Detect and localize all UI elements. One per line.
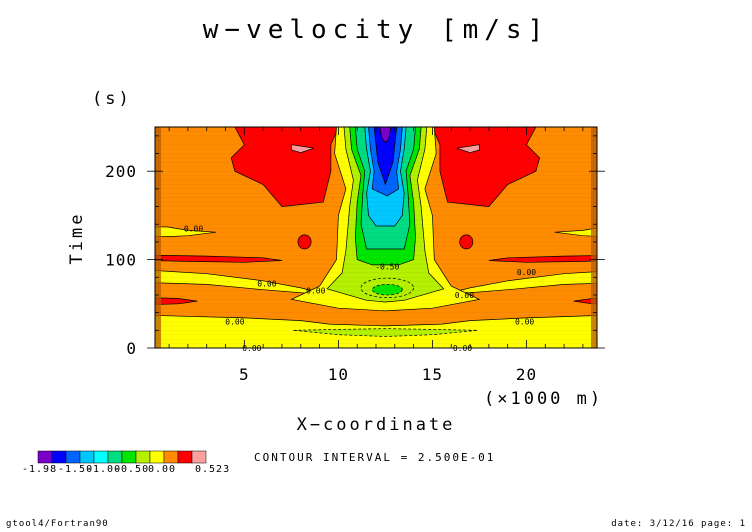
red-region-left-top — [230, 127, 339, 207]
contour-label: -0.50 — [375, 263, 399, 272]
pink-spot-right — [456, 144, 480, 153]
contour-label: 0.00 — [455, 291, 474, 300]
y-tick-label: 200 — [105, 162, 137, 181]
y-tick-label: 0 — [126, 339, 137, 358]
chart-title: w−velocity [m/s] — [203, 15, 549, 45]
colorbar-label: 0.00 — [148, 464, 176, 475]
colorbar-swatch — [37, 450, 53, 464]
x-tick-label: 5 — [239, 365, 250, 384]
contour-label: 0.00 — [257, 279, 276, 288]
x-tick-labels: 5 10 15 20 — [239, 365, 537, 384]
contour-label: 0.00 — [184, 225, 203, 234]
contour-label: 0.00 — [306, 287, 325, 296]
yellow-lobe-left — [155, 226, 217, 237]
colorbar-label: -1.00 — [86, 464, 121, 475]
colorbar-label: 0.523 — [195, 464, 230, 475]
x-tick-label: 20 — [516, 365, 537, 384]
plot-area — [147, 126, 605, 349]
edge-strip-right — [591, 127, 597, 348]
colorbar-swatch — [51, 450, 67, 464]
colorbar-swatch — [65, 450, 81, 464]
yellow-lobe-right — [554, 227, 597, 237]
footer-left: gtool4/Fortran90 — [6, 519, 109, 529]
red-spot-right — [459, 234, 474, 250]
red-region-right-top — [432, 127, 540, 207]
jet-core-min — [379, 127, 392, 144]
red-streak-right — [488, 255, 597, 263]
colorbar-swatch — [191, 450, 207, 464]
contour-labels: 0.00 0.00 0.00 0.00 0.00 -0.50 0.00 0.00 0.00 0.0… — [184, 225, 536, 353]
green-lens-bottom — [293, 328, 478, 337]
colorbar-swatch — [163, 450, 179, 464]
x-tick-label: 15 — [422, 365, 443, 384]
colorbar-swatch — [93, 450, 109, 464]
colorbar-swatch — [135, 450, 151, 464]
colorbar-swatch — [121, 450, 137, 464]
x-tick-label: 10 — [328, 365, 349, 384]
colorbar: -1.98 -1.50-1.00-0.500.00 0.523 — [22, 450, 230, 475]
edge-strip-left — [155, 127, 161, 348]
y-axis-label: Time — [67, 212, 87, 265]
contour-label: 0.00 — [515, 317, 534, 326]
y-tick-label: 100 — [105, 251, 137, 270]
colorbar-swatch — [177, 450, 193, 464]
colorbar-swatch — [149, 450, 165, 464]
y-tick-labels: 0 100 200 — [105, 162, 137, 358]
footer-right: date: 3/12/16 page: 1 — [611, 519, 746, 529]
red-spot-left — [297, 234, 312, 250]
contour-label: 0.00 — [242, 344, 261, 353]
x-axis-label: X−coordinate — [297, 415, 456, 435]
pink-spot-left — [291, 144, 315, 153]
colorbar-label: -0.50 — [114, 464, 149, 475]
red-lobe-left-low — [155, 297, 198, 305]
jet-level-neg150 — [373, 127, 398, 186]
y-axis-unit: (s) — [92, 89, 132, 109]
colorbar-swatch — [107, 450, 123, 464]
contour-interval-text: CONTOUR INTERVAL = 2.500E-01 — [254, 451, 495, 464]
x-axis-unit: (×1000 m) — [484, 389, 603, 409]
jet-lower-cell-inner — [371, 284, 403, 296]
colorbar-label: -1.98 — [22, 464, 57, 475]
contour-label: 0.00 — [453, 344, 472, 353]
colorbar-label: -1.50 — [58, 464, 93, 475]
colorbar-swatch — [79, 450, 95, 464]
contour-label: 0.00 — [517, 268, 536, 277]
contour-label: 0.00 — [225, 317, 244, 326]
